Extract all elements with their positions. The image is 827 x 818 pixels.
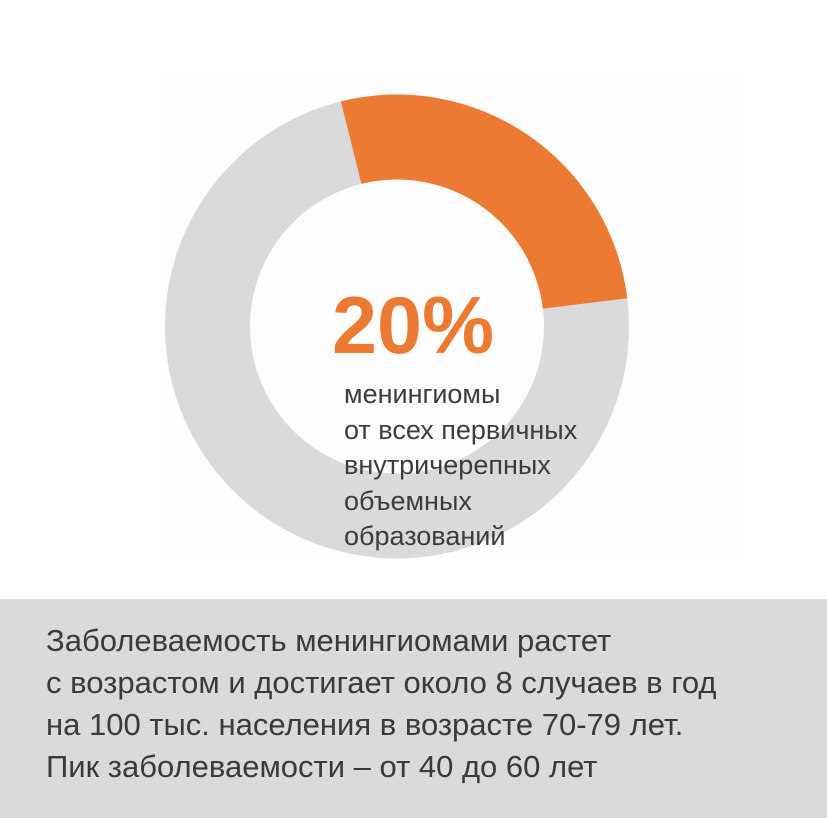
percentage-value: 20% xyxy=(332,281,495,371)
caption-line: образований xyxy=(344,521,506,551)
donut-caption: менингиомы от всех первичных внутричереп… xyxy=(344,377,577,555)
info-line: Заболеваемость менингиомами растет xyxy=(46,623,612,658)
info-band: Заболеваемость менингиомами растет с воз… xyxy=(0,599,827,818)
caption-line: внутричерепных xyxy=(344,450,551,480)
donut-segment-meningioma xyxy=(340,94,628,309)
caption-line: менингиомы xyxy=(344,379,501,409)
info-line: на 100 тыс. населения в возрасте 70-79 л… xyxy=(46,707,684,742)
info-text: Заболеваемость менингиомами растет с воз… xyxy=(46,620,717,788)
donut-chart xyxy=(165,94,629,559)
caption-line: объемных xyxy=(344,485,472,516)
info-line: Пик заболеваемости – от 40 до 60 лет xyxy=(46,749,598,784)
caption-line: от всех первичных xyxy=(344,414,578,445)
info-line: с возрастом и достигает около 8 случаев … xyxy=(46,665,717,700)
